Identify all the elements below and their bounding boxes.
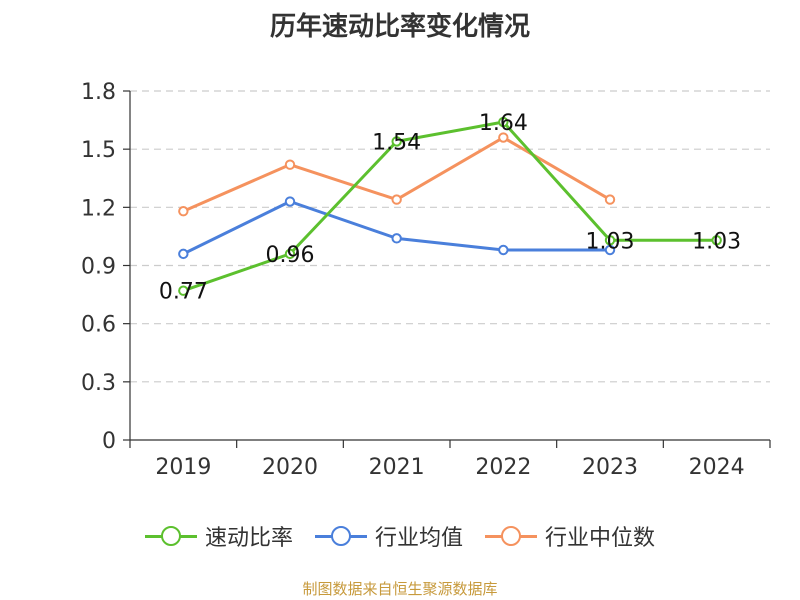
data-point: [498, 244, 509, 256]
data-point: [498, 132, 509, 143]
chart-title: 历年速动比率变化情况: [269, 12, 530, 42]
y-tick-label: 1.2: [81, 196, 116, 221]
x-tick-label: 2024: [689, 455, 745, 480]
data-point: [178, 248, 189, 260]
x-tick-label: 2020: [262, 455, 318, 480]
data-label: 1.64: [479, 111, 528, 136]
legend-item-quick-ratio[interactable]: 速动比率: [144, 520, 293, 552]
x-tick-label: 2022: [475, 455, 531, 480]
data-point: [178, 285, 189, 296]
data-point: [284, 196, 296, 207]
legend-swatch-quick-ratio: [144, 525, 197, 547]
data-point: [284, 159, 296, 170]
data-point: [604, 194, 616, 205]
series-line: [182, 120, 717, 293]
data-point: [604, 244, 616, 256]
data-point: [711, 235, 722, 246]
legend-label: 速动比率: [204, 526, 293, 551]
x-tick-label: 2021: [369, 455, 425, 480]
data-point: [391, 136, 402, 147]
x-tick-label: 2019: [155, 455, 211, 480]
y-tick-label: 1.5: [81, 138, 116, 163]
data-point: [178, 206, 189, 217]
y-tick-label: 0: [102, 429, 116, 454]
y-tick-label: 0.3: [81, 371, 116, 396]
data-point: [391, 233, 402, 244]
y-tick-label: 1.8: [81, 80, 116, 105]
legend-marker: [501, 526, 521, 546]
legend-item-industry-mean[interactable]: 行业均值: [314, 520, 463, 552]
y-tick-label: 0.9: [81, 255, 116, 280]
legend-swatch-industry-mean: [314, 525, 367, 547]
data-point: [604, 235, 616, 246]
data-label: 1.03: [586, 229, 635, 254]
series-line: [182, 200, 610, 256]
legend-marker: [330, 526, 351, 546]
data-label: 1.54: [372, 130, 421, 155]
data-source-note: 制图数据来自恒生聚源数据库: [302, 580, 498, 598]
legend-marker: [160, 526, 181, 546]
y-tick-label: 0.6: [81, 313, 116, 338]
legend-label: 行业中位数: [545, 526, 656, 551]
x-tick-label: 2023: [582, 455, 638, 480]
data-point: [391, 194, 402, 205]
data-label: 0.96: [266, 243, 315, 268]
legend-item-industry-median[interactable]: 行业中位数: [485, 520, 655, 552]
chart-legend: 速动比率 行业均值 行业中位数: [0, 520, 800, 552]
data-point: [284, 248, 296, 260]
data-point: [498, 116, 509, 128]
data-label: 1.03: [692, 229, 741, 254]
legend-label: 行业均值: [374, 526, 463, 551]
legend-swatch-industry-median: [485, 525, 537, 547]
data-label: 0.77: [159, 280, 208, 305]
